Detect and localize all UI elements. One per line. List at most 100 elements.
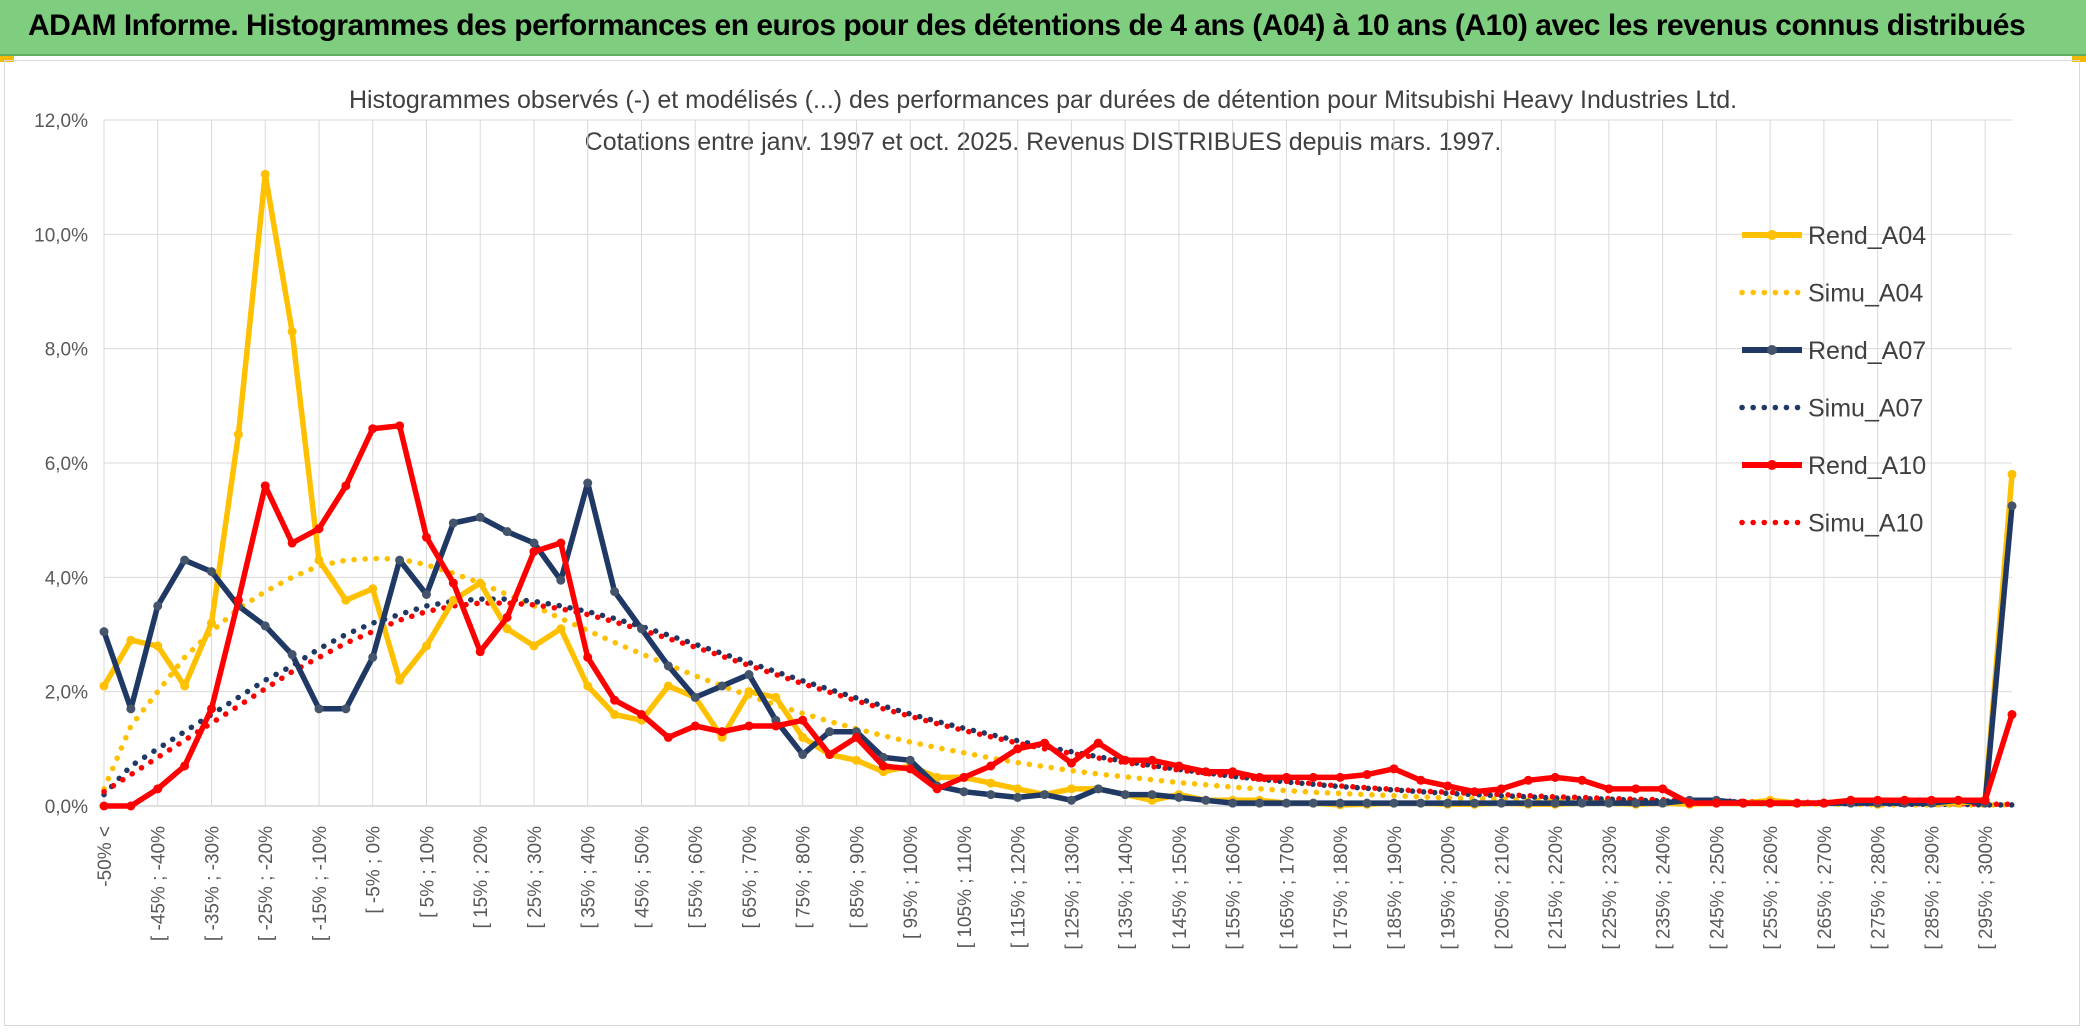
series-rend_a04: [99, 169, 2017, 810]
x-tick-label: [ 155% ; 160%: [1224, 826, 1245, 950]
legend-label: Simu_A04: [1808, 280, 1923, 308]
data-point-rend_a04: [180, 681, 190, 691]
data-point-rend_a04: [663, 681, 673, 691]
data-point-rend_a07: [663, 661, 673, 671]
data-point-rend_a07: [744, 670, 754, 680]
y-tick-label: 2,0%: [45, 683, 88, 704]
data-point-rend_a07: [153, 601, 163, 611]
data-point-rend_a04: [556, 624, 566, 634]
x-tick-label: [ 85% ; 90%: [847, 826, 868, 929]
data-point-rend_a07: [1255, 798, 1265, 808]
data-point-rend_a04: [233, 429, 243, 439]
data-point-rend_a07: [1577, 798, 1587, 808]
data-point-rend_a04: [2007, 469, 2017, 479]
data-point-rend_a10: [1066, 758, 1076, 768]
data-point-rend_a07: [1496, 798, 1506, 808]
data-point-rend_a07: [1631, 798, 1641, 808]
data-point-rend_a07: [421, 589, 431, 599]
data-point-rend_a10: [1631, 784, 1641, 794]
data-point-rend_a10: [556, 538, 566, 548]
y-tick-label: 10,0%: [34, 225, 88, 246]
data-point-rend_a07: [1308, 798, 1318, 808]
x-tick-label: [ -45% ; -40%: [149, 826, 170, 941]
data-point-rend_a04: [368, 584, 378, 594]
data-point-rend_a10: [529, 547, 539, 557]
data-point-rend_a10: [1093, 738, 1103, 748]
data-point-rend_a04: [798, 732, 808, 742]
data-point-rend_a10: [690, 721, 700, 731]
x-tick-label: -50% <: [95, 826, 116, 887]
x-axis-ticks: -50% < [ -45% ; -40% [ -35% ; -30% [ -25% ;…: [95, 826, 1997, 950]
data-point-rend_a10: [180, 761, 190, 771]
x-tick-label: [ 215% ; 220%: [1546, 826, 1567, 950]
x-tick-label: [ 255% ; 260%: [1761, 826, 1782, 950]
data-point-rend_a07: [905, 755, 915, 765]
y-tick-label: 8,0%: [45, 340, 88, 361]
data-point-rend_a04: [287, 327, 297, 337]
data-point-rend_a10: [99, 801, 109, 811]
data-point-rend_a10: [1389, 764, 1399, 774]
y-tick-label: 6,0%: [45, 454, 88, 475]
x-tick-label: [ 195% ; 200%: [1439, 826, 1460, 950]
legend-marker: [1767, 345, 1777, 355]
data-point-rend_a07: [1523, 798, 1533, 808]
data-point-rend_a10: [1873, 795, 1883, 805]
x-tick-label: [ 45% ; 50%: [632, 826, 653, 929]
data-point-rend_a10: [206, 704, 216, 714]
x-tick-label: [ 245% ; 250%: [1707, 826, 1728, 950]
data-point-rend_a07: [959, 787, 969, 797]
data-point-rend_a07: [1120, 790, 1130, 800]
data-point-rend_a07: [314, 704, 324, 714]
data-point-rend_a04: [1013, 784, 1023, 794]
data-point-rend_a10: [1120, 755, 1130, 765]
series-rend_a07: [99, 478, 2017, 808]
data-point-rend_a10: [1335, 772, 1345, 782]
data-point-rend_a07: [556, 575, 566, 585]
data-point-rend_a10: [1201, 767, 1211, 777]
data-point-rend_a04: [421, 641, 431, 651]
data-point-rend_a07: [583, 478, 593, 488]
data-point-rend_a10: [1416, 775, 1426, 785]
data-point-rend_a10: [1846, 795, 1856, 805]
x-tick-label: [ 145% ; 150%: [1170, 826, 1191, 950]
data-point-rend_a10: [1362, 770, 1372, 780]
data-point-rend_a10: [717, 727, 727, 737]
y-tick-label: 12,0%: [34, 111, 88, 132]
data-point-rend_a10: [448, 578, 458, 588]
legend-item-simu_a10: Simu_A10: [1739, 510, 1923, 538]
data-point-rend_a07: [1066, 795, 1076, 805]
x-tick-label: [ -35% ; -30%: [202, 826, 223, 941]
data-point-rend_a04: [502, 624, 512, 634]
data-point-rend_a10: [1040, 738, 1050, 748]
data-point-rend_a10: [233, 595, 243, 605]
data-point-rend_a10: [1281, 772, 1291, 782]
data-point-rend_a04: [851, 755, 861, 765]
legend-label: Rend_A10: [1808, 452, 1926, 480]
data-point-rend_a10: [1174, 761, 1184, 771]
data-point-rend_a10: [851, 732, 861, 742]
data-point-rend_a10: [1953, 795, 1963, 805]
legend-item-rend_a07: Rend_A07: [1742, 337, 1926, 365]
x-tick-label: [ 185% ; 190%: [1385, 826, 1406, 950]
data-point-rend_a10: [1308, 772, 1318, 782]
data-point-rend_a07: [798, 750, 808, 760]
data-point-rend_a07: [610, 587, 620, 597]
data-point-rend_a10: [1711, 798, 1721, 808]
data-point-rend_a07: [1658, 798, 1668, 808]
data-point-rend_a10: [1443, 781, 1453, 791]
data-point-rend_a10: [1738, 798, 1748, 808]
data-point-rend_a10: [502, 612, 512, 622]
data-point-rend_a04: [1066, 784, 1076, 794]
y-tick-label: 4,0%: [45, 568, 88, 589]
x-tick-label: [ 15% ; 20%: [471, 826, 492, 929]
series-simu_a10: [101, 600, 2015, 808]
x-tick-label: [ 105% ; 110%: [955, 826, 976, 948]
legend-label: Simu_A10: [1808, 510, 1923, 538]
x-tick-label: [ 55% ; 60%: [686, 826, 707, 929]
data-point-rend_a10: [825, 750, 835, 760]
data-point-rend_a07: [529, 538, 539, 548]
data-point-rend_a10: [905, 764, 915, 774]
data-point-rend_a10: [1819, 798, 1829, 808]
data-point-rend_a10: [1470, 787, 1480, 797]
